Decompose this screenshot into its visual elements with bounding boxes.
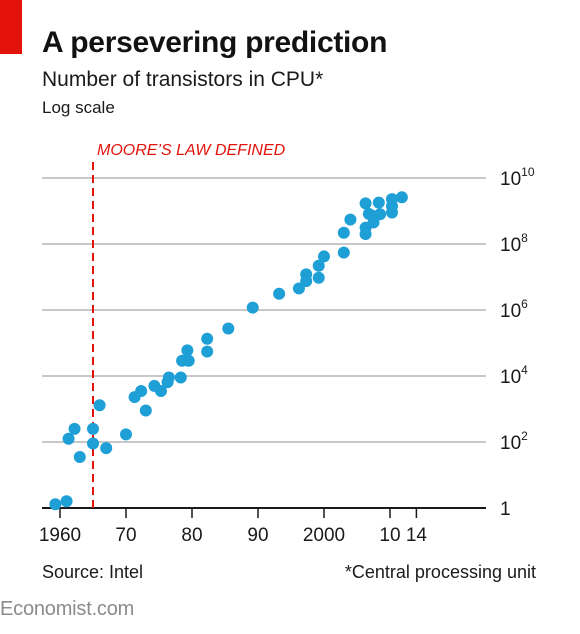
brand-red-tag <box>0 0 22 54</box>
data-point <box>337 246 350 259</box>
data-point <box>154 385 167 398</box>
x-tick-label: 90 <box>247 525 268 546</box>
data-point <box>139 404 152 417</box>
moores-law-label: MOORE’S LAW DEFINED <box>97 142 286 159</box>
y-tick-label: 108 <box>500 231 528 256</box>
data-point <box>372 196 385 209</box>
data-point <box>201 345 214 358</box>
x-tick-label: 2000 <box>303 525 345 546</box>
y-tick-label: 104 <box>500 363 528 388</box>
data-point <box>162 371 175 384</box>
data-point <box>300 268 313 281</box>
x-tick-label: 10 <box>379 525 400 546</box>
scale-note: Log scale <box>42 98 115 117</box>
data-point <box>344 213 357 226</box>
data-point <box>49 498 62 511</box>
brand-logo-text: Economist.com <box>0 598 135 620</box>
data-point <box>68 422 81 435</box>
data-point <box>395 191 408 204</box>
data-point <box>181 344 194 357</box>
data-point <box>182 354 195 367</box>
x-tick-label: 70 <box>115 525 136 546</box>
data-point <box>60 495 73 508</box>
x-tick-label: 14 <box>406 525 428 546</box>
data-point <box>93 399 106 412</box>
y-tick-label: 1010 <box>500 165 535 190</box>
data-point <box>73 451 86 464</box>
y-tick-label: 106 <box>500 297 528 322</box>
data-point <box>87 422 99 435</box>
data-point <box>174 371 187 384</box>
data-point <box>100 442 113 455</box>
data-point <box>201 332 214 345</box>
data-point <box>385 206 398 219</box>
chart-subtitle: Number of transistors in CPU* <box>42 68 324 91</box>
data-point <box>312 271 325 284</box>
data-point <box>246 301 259 314</box>
data-point <box>312 259 325 272</box>
footnote: *Central processing unit <box>344 562 536 582</box>
chart-title: A persevering prediction <box>42 26 388 59</box>
data-point <box>135 385 148 398</box>
source-note: Source: Intel <box>42 562 144 582</box>
data-point <box>62 432 75 445</box>
data-point <box>337 226 350 239</box>
data-point <box>273 287 286 300</box>
x-tick-label: 1960 <box>39 525 81 546</box>
data-point <box>359 197 372 210</box>
x-tick-label: 80 <box>181 525 202 546</box>
data-point <box>318 250 330 263</box>
data-point <box>374 208 387 221</box>
data-point <box>292 282 305 295</box>
data-point <box>120 428 132 441</box>
y-tick-label: 1 <box>500 499 511 520</box>
data-point <box>359 228 372 241</box>
data-point <box>87 437 99 450</box>
data-point <box>222 322 235 335</box>
y-tick-label: 102 <box>500 429 528 454</box>
